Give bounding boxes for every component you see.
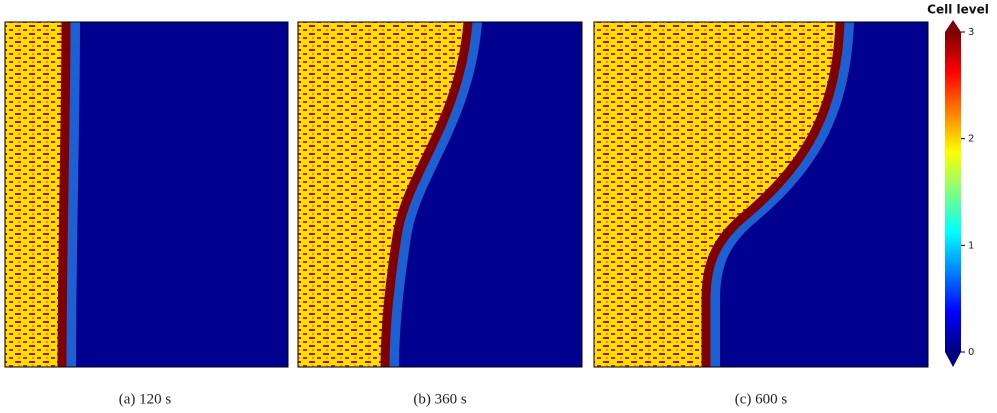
colorbar-tick-label: 0 xyxy=(968,347,974,358)
heatmap-panel xyxy=(594,22,928,367)
front xyxy=(57,22,71,367)
front-glow xyxy=(60,22,80,367)
panel-frame xyxy=(4,21,289,368)
cell-region xyxy=(5,22,66,367)
front xyxy=(701,22,845,367)
panel-frame xyxy=(593,21,929,368)
cell-region xyxy=(594,22,840,367)
colorbar-extend-top xyxy=(945,20,961,32)
colorbar-tick-label: 2 xyxy=(968,134,974,145)
panel-caption: (c) 600 s xyxy=(735,391,788,407)
heatmap-panel xyxy=(5,22,288,367)
colorbar-tick-label: 1 xyxy=(968,240,974,251)
panel-caption: (a) 120 s xyxy=(119,391,172,407)
front xyxy=(380,22,473,367)
cell-region xyxy=(298,22,468,367)
colorbar xyxy=(945,32,961,352)
colorbar-tick-label: 3 xyxy=(968,27,974,38)
colorbar-extend-bottom xyxy=(945,352,961,367)
panel-caption: (b) 360 s xyxy=(413,391,466,407)
colorbar-label: Cell level xyxy=(927,3,989,17)
panel-frame xyxy=(297,21,583,368)
heatmap-panel xyxy=(298,22,582,367)
front-glow xyxy=(383,22,482,367)
